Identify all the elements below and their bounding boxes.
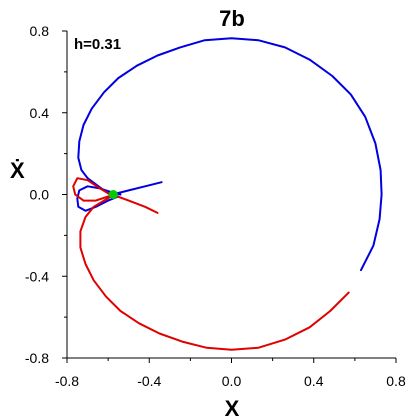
parameter-annotation: h=0.31 — [74, 36, 121, 53]
axes: -0.8 -0.4 0.0 0.4 0.8 -0.8 -0.4 0.0 0.4 0.8 — [25, 23, 406, 389]
x-tick-label: 0.4 — [304, 373, 324, 389]
x-tick-label: -0.4 — [137, 373, 161, 389]
y-axis-label: Ẋ — [10, 158, 25, 183]
chart-title: 7b — [219, 6, 245, 31]
blue-trajectory-0 — [77, 37, 383, 272]
y-tick-label: 0.8 — [30, 23, 50, 39]
y-tick-label: 0.0 — [30, 187, 50, 203]
x-tick-label: 0.0 — [222, 373, 242, 389]
y-tick-label: -0.8 — [25, 350, 49, 366]
fixed-point-marker — [108, 190, 118, 199]
red-trajectory-5 — [111, 193, 159, 214]
red-trajectory-4 — [72, 177, 118, 202]
x-tick-label: 0.8 — [386, 373, 406, 389]
data-marks — [72, 37, 383, 351]
y-tick-label: 0.4 — [30, 105, 50, 121]
x-tick-label: -0.8 — [55, 373, 79, 389]
blue-trajectory-2 — [111, 181, 163, 196]
x-axis-label: X — [225, 396, 240, 420]
red-trajectory-3 — [79, 193, 350, 351]
y-tick-label: -0.4 — [25, 268, 49, 284]
